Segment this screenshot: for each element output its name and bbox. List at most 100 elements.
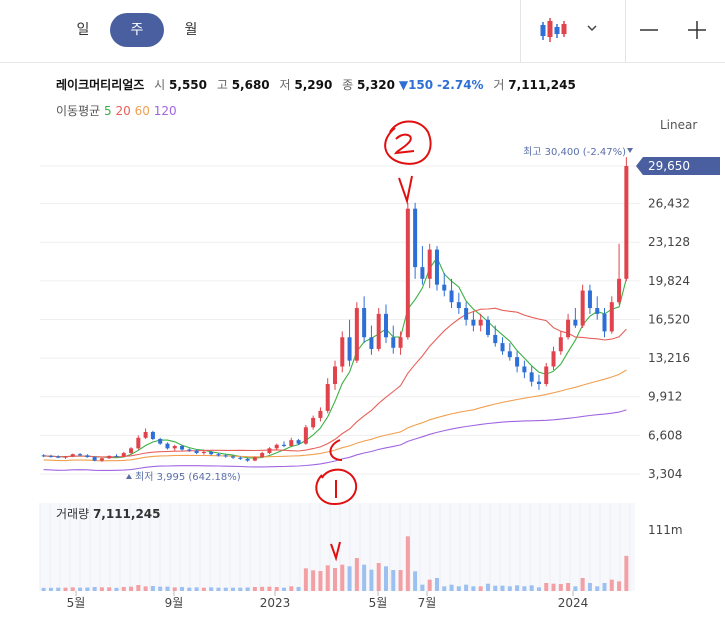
volume-bar	[376, 563, 381, 591]
ma120-label: 120	[153, 104, 177, 118]
volume-bar	[580, 578, 585, 591]
tab-day[interactable]: 일	[76, 22, 90, 38]
toolbar: 일 주 월	[0, 0, 725, 63]
candle	[289, 440, 294, 446]
candle	[209, 451, 214, 455]
volume-bar	[107, 587, 112, 591]
candle	[325, 384, 330, 411]
candle	[478, 319, 483, 326]
candle	[624, 166, 629, 279]
candle	[70, 454, 75, 457]
volume-bar	[340, 564, 345, 591]
candle	[420, 267, 425, 279]
candle	[507, 351, 512, 358]
curved-mark	[329, 439, 343, 461]
candle	[63, 456, 68, 458]
volume-label: 거래량 7,111,245	[56, 507, 161, 521]
low-value: 5,290	[294, 78, 333, 92]
candle	[456, 302, 461, 309]
volume-bar	[536, 587, 541, 591]
volume-bar	[231, 587, 236, 591]
volume-bar	[172, 587, 177, 591]
candle	[238, 457, 243, 459]
tab-month[interactable]: 월	[184, 22, 198, 38]
ma5-line	[43, 256, 627, 459]
candle	[129, 448, 134, 454]
candle	[41, 455, 46, 457]
open-label: 시	[154, 78, 166, 92]
volume-bar	[311, 570, 316, 591]
volume-bar	[92, 587, 97, 591]
volume-bar	[522, 586, 527, 591]
low-annotation: 최저 3,995 (642.18%)	[135, 471, 241, 483]
volume-bar	[369, 569, 374, 591]
candle	[143, 431, 148, 438]
zoom-out-button[interactable]	[636, 12, 662, 48]
scale-selector[interactable]: Linear	[660, 118, 698, 132]
volume-bar	[493, 585, 498, 591]
candle	[362, 308, 367, 338]
y-tick-label: 16,520	[648, 312, 690, 326]
chevron-down-icon	[587, 25, 597, 32]
volume-bar	[282, 587, 287, 591]
candle	[201, 451, 206, 454]
candle	[544, 366, 549, 385]
candle	[303, 427, 308, 444]
volume-bar	[391, 570, 396, 591]
volume-bar	[551, 583, 556, 591]
candle	[551, 351, 556, 367]
volume-bar	[573, 586, 578, 591]
tab-week[interactable]: 주	[110, 13, 164, 47]
candle	[180, 445, 185, 450]
volume-tick-label: 111m	[648, 523, 683, 537]
volume-bar	[63, 587, 68, 591]
candle	[529, 372, 534, 382]
candle	[383, 313, 388, 338]
volume-bar	[78, 587, 83, 591]
open-value: 5,550	[169, 78, 207, 92]
y-tick-label: 6,608	[648, 428, 682, 442]
volume-bar	[56, 587, 61, 591]
volume-bar	[464, 584, 469, 591]
current-price-badge	[636, 157, 720, 175]
candle	[405, 208, 410, 338]
ma120-line	[43, 409, 627, 471]
zoom-in-button[interactable]	[684, 12, 710, 48]
candle	[515, 357, 520, 367]
high-label: 고	[216, 78, 228, 92]
y-tick-label: 13,216	[648, 351, 690, 365]
candle	[114, 455, 119, 457]
volume-bar	[383, 566, 388, 591]
ma20-label: 20	[115, 104, 131, 118]
x-tick-label: 7월	[418, 596, 437, 610]
x-tick-label: 2023	[260, 596, 291, 610]
candle	[78, 454, 83, 456]
high-annotation: 최고 30,400 (-2.47%)	[523, 146, 626, 158]
candle	[587, 290, 592, 309]
volume-bar	[85, 587, 90, 591]
x-tick-label: 2024	[558, 596, 589, 610]
ma20-line	[43, 307, 627, 458]
candle	[245, 458, 250, 461]
volume-bar	[529, 585, 534, 591]
plus-icon	[688, 21, 706, 39]
volume-bar	[398, 570, 403, 591]
volume-bar	[201, 587, 206, 591]
candle	[485, 319, 490, 335]
candle	[282, 444, 287, 446]
price-summary: 레이크머티리얼즈 시 5,550 고 5,680 저 5,290 종 5,320…	[56, 76, 576, 93]
candlestick-type-button[interactable]	[538, 12, 608, 48]
volume-bar	[602, 583, 607, 591]
circled-2-mark	[393, 133, 415, 155]
volume-bar	[129, 586, 134, 591]
volume-bar	[143, 586, 148, 591]
ma60-label: 60	[134, 104, 150, 118]
close-value: 5,320	[357, 78, 396, 92]
current-price-label: 29,650	[648, 159, 690, 173]
candle	[296, 440, 301, 444]
x-tick-label: 5월	[67, 596, 86, 610]
candle	[136, 437, 141, 449]
volume-bar	[624, 555, 629, 591]
volume-bar	[420, 584, 425, 591]
candle	[413, 208, 418, 268]
